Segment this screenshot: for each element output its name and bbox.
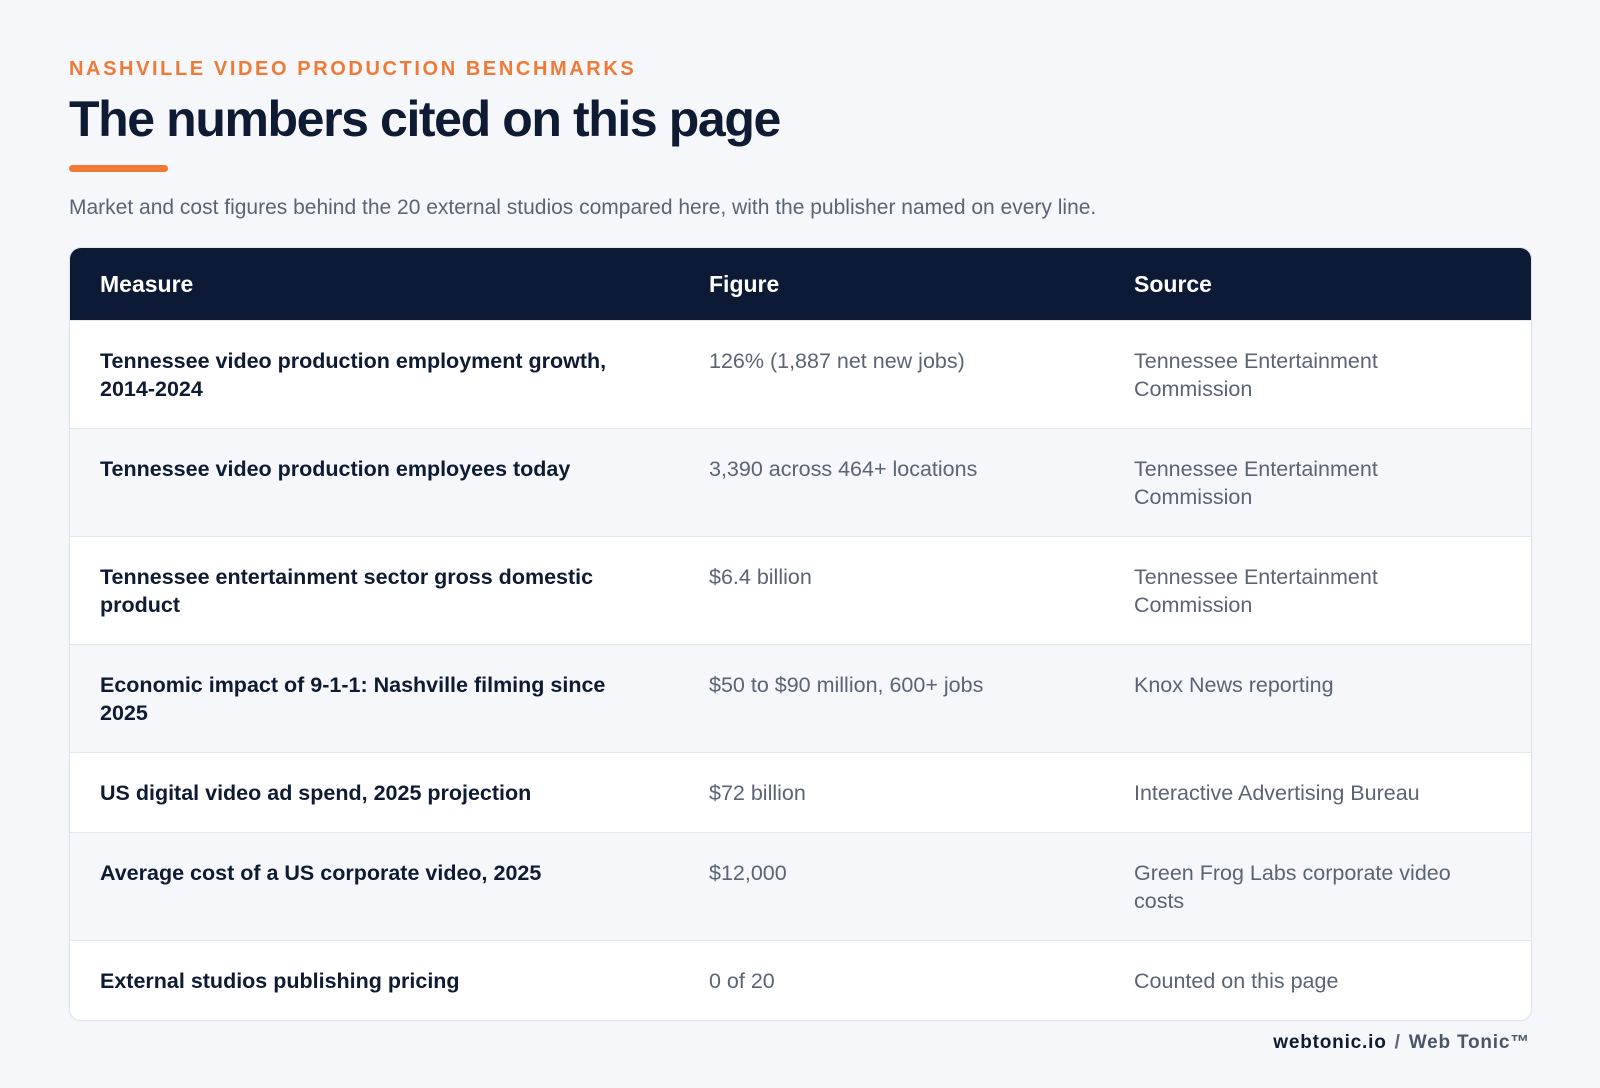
table-row: Tennessee video production employment gr… xyxy=(70,320,1531,429)
measure-cell: Tennessee video production employees tod… xyxy=(70,428,679,537)
figure-cell: $50 to $90 million, 600+ jobs xyxy=(679,644,1104,753)
source-cell: Green Frog Labs corporate video costs xyxy=(1104,832,1531,941)
measure-cell: US digital video ad spend, 2025 projecti… xyxy=(70,752,679,833)
table-row: US digital video ad spend, 2025 projecti… xyxy=(70,752,1531,833)
table-row: Average cost of a US corporate video, 20… xyxy=(70,832,1531,941)
figure-cell: $6.4 billion xyxy=(679,536,1104,645)
measure-cell: Average cost of a US corporate video, 20… xyxy=(70,832,679,941)
source-cell: Counted on this page xyxy=(1104,940,1531,1020)
column-header-figure: Figure xyxy=(679,248,1104,321)
measure-cell: Tennessee entertainment sector gross dom… xyxy=(70,536,679,645)
table-row: Economic impact of 9-1-1: Nashville film… xyxy=(70,644,1531,753)
source-cell: Tennessee Entertainment Commission xyxy=(1104,320,1531,429)
figure-cell: $12,000 xyxy=(679,832,1104,941)
source-cell: Interactive Advertising Bureau xyxy=(1104,752,1531,833)
source-cell: Tennessee Entertainment Commission xyxy=(1104,536,1531,645)
page-subtitle: Market and cost figures behind the 20 ex… xyxy=(69,196,1097,219)
table-row: Tennessee entertainment sector gross dom… xyxy=(70,536,1531,645)
footer-separator: / xyxy=(1394,1032,1401,1053)
figure-cell: 3,390 across 464+ locations xyxy=(679,428,1104,537)
table-row: External studios publishing pricing 0 of … xyxy=(70,940,1531,1020)
column-header-source: Source xyxy=(1104,248,1531,321)
eyebrow-label: NASHVILLE VIDEO PRODUCTION BENCHMARKS xyxy=(69,58,637,80)
measure-cell: Tennessee video production employment gr… xyxy=(70,320,679,429)
table-header: Measure Figure Source xyxy=(70,248,1531,321)
column-header-measure: Measure xyxy=(70,248,679,321)
measure-cell: Economic impact of 9-1-1: Nashville film… xyxy=(70,644,679,753)
footer-brand: Web Tonic™ xyxy=(1408,1032,1530,1053)
footer-domain: webtonic.io xyxy=(1273,1032,1387,1053)
measure-cell: External studios publishing pricing xyxy=(70,940,679,1020)
footer-credit: webtonic.io / Web Tonic™ xyxy=(1273,1032,1530,1054)
benchmarks-table: Measure Figure Source Tennessee video pr… xyxy=(70,248,1531,1020)
benchmarks-table-card: Measure Figure Source Tennessee video pr… xyxy=(69,247,1532,1021)
page-title: The numbers cited on this page xyxy=(69,91,781,147)
title-accent-bar xyxy=(69,165,168,172)
figure-cell: 0 of 20 xyxy=(679,940,1104,1020)
table-row: Tennessee video production employees tod… xyxy=(70,428,1531,537)
table-body: Tennessee video production employment gr… xyxy=(70,320,1531,1020)
figure-cell: $72 billion xyxy=(679,752,1104,833)
source-cell: Knox News reporting xyxy=(1104,644,1531,753)
source-cell: Tennessee Entertainment Commission xyxy=(1104,428,1531,537)
figure-cell: 126% (1,887 net new jobs) xyxy=(679,320,1104,429)
header-row: Measure Figure Source xyxy=(70,248,1531,321)
